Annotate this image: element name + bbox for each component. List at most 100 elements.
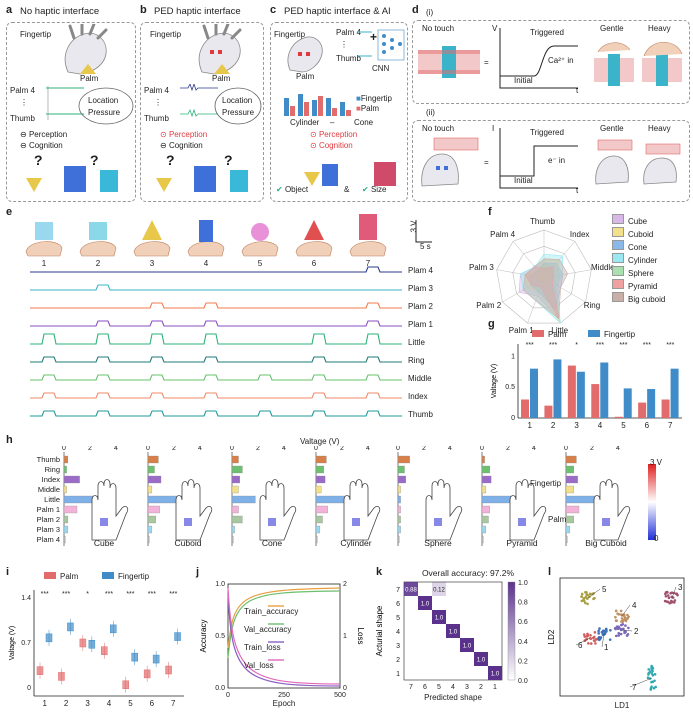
l-point-1 <box>601 633 605 636</box>
i-xtick: 4 <box>107 699 112 708</box>
panel-label-e: e <box>6 206 13 218</box>
l-point-3 <box>669 592 672 595</box>
g-xtick: 1 <box>527 421 532 430</box>
i-significance: * <box>86 591 89 598</box>
f-axis-label: Ring <box>583 301 601 310</box>
h-palm-sensor <box>602 518 610 526</box>
h-bar <box>565 485 574 494</box>
panel-label-j: j <box>196 566 200 578</box>
d-i-t-axis: t <box>576 86 579 95</box>
l-point-4 <box>614 615 617 619</box>
j-xtick: 500 <box>334 692 346 699</box>
d-i-heavy: Heavy <box>648 24 671 33</box>
k-xlabel-tick: 1 <box>493 684 497 691</box>
l-point-6 <box>592 635 596 639</box>
panel-c-title: PED haptic interface & AI <box>284 6 391 17</box>
h-bar <box>397 475 406 484</box>
l-point-5 <box>583 601 587 605</box>
k-colorbar-tick: 0.2 <box>518 658 528 665</box>
h-bar <box>565 475 578 484</box>
j-line-train-loss <box>227 593 341 687</box>
g-bar <box>544 405 553 418</box>
k-ylabel-tick: 3 <box>396 643 400 650</box>
e-channel-label: Plam 2 <box>408 302 433 311</box>
f-legend-label: Cuboid <box>628 230 654 239</box>
h-shape-label: Big Cuboid <box>585 538 627 548</box>
e-object-2 <box>89 222 107 240</box>
d-ii-no-touch: No touch <box>422 124 455 133</box>
j-ytick: 1.0 <box>215 581 225 588</box>
k-colorbar-tick: 0.4 <box>518 639 528 646</box>
l-leader-6 <box>575 637 591 646</box>
g-bar <box>614 416 623 418</box>
k-ylabel-tick: 6 <box>396 601 400 608</box>
a-palm4-label: Palm 4 <box>10 86 35 95</box>
h-shape-label: Cylinder <box>340 538 371 548</box>
panel-b-box <box>140 22 264 202</box>
l-point-6 <box>586 634 589 638</box>
g-xtick: 7 <box>668 421 673 430</box>
h-xtick: 4 <box>198 446 202 452</box>
c-legend-palm: ■Palm <box>356 104 380 113</box>
k-cell <box>474 652 488 666</box>
e-hand-1 <box>25 241 63 257</box>
k-cell <box>446 624 460 638</box>
l-point-7 <box>647 668 650 671</box>
k-cell-text: 0.12 <box>433 588 445 594</box>
l-point-2 <box>619 632 623 636</box>
i-xtick: 7 <box>171 699 176 708</box>
b-perception: ⊙ Perception <box>160 130 208 139</box>
l-point-2 <box>627 626 630 630</box>
h-hand-outline <box>343 479 381 541</box>
h-xtick: 0 <box>314 446 318 452</box>
l-point-6 <box>589 637 592 640</box>
l-cluster-label-5: 5 <box>602 585 607 594</box>
h-bar <box>481 465 490 474</box>
l-cluster-label-7: 7 <box>632 683 637 692</box>
h-bar <box>315 525 321 534</box>
b-cognition: ⊖ Cognition <box>160 141 203 150</box>
f-legend-label: Cylinder <box>628 256 658 265</box>
h-bar <box>63 535 66 544</box>
d-ii-initial: Initial <box>514 176 533 185</box>
e-trace-7 <box>30 392 402 399</box>
e-object-label-4: 4 <box>204 259 209 268</box>
e-scale-bar <box>415 220 432 243</box>
g-bar <box>521 399 529 418</box>
c-cnn-label: CNN <box>372 64 390 73</box>
i-significance: *** <box>41 591 49 598</box>
l-point-4 <box>615 619 618 623</box>
b-question-2: ? <box>224 152 233 168</box>
f-axis-label: Thumb <box>530 217 555 226</box>
e-trace-8 <box>30 410 402 417</box>
c-palm-label: Palm <box>296 72 315 81</box>
e-object-label-5: 5 <box>258 259 263 268</box>
i-significance: *** <box>62 591 70 598</box>
f-legend-item: Cube <box>612 214 647 226</box>
k-ylabel-tick: 1 <box>396 671 400 678</box>
l-leader-3 <box>671 586 677 599</box>
k-cell <box>418 596 432 610</box>
l-point-4 <box>619 609 623 613</box>
f-legend-item: Cylinder <box>612 253 657 265</box>
h-bar <box>397 525 401 534</box>
h-bar <box>231 475 240 484</box>
h-palm-sensor <box>518 518 526 526</box>
j-ytick: 0.0 <box>215 685 225 692</box>
j-line-val-loss <box>227 587 341 685</box>
l-point-3 <box>667 596 671 600</box>
panel-label-l: l <box>548 566 552 578</box>
l-point-4 <box>627 615 630 618</box>
k-colorbar <box>507 581 516 681</box>
h-shape-label: Cone <box>262 538 283 548</box>
h-bar <box>231 525 235 534</box>
e-hand-7 <box>349 241 387 257</box>
c-cylinder-label: Cylinder <box>290 118 320 127</box>
l-point-3 <box>673 599 677 602</box>
e-object-7 <box>359 214 377 240</box>
i-legend-swatch <box>44 572 56 579</box>
h-bar <box>481 485 487 494</box>
j-legend-label: Val_loss <box>244 661 274 670</box>
h-palm-sensor <box>100 518 108 526</box>
l-leader-5 <box>587 588 601 599</box>
